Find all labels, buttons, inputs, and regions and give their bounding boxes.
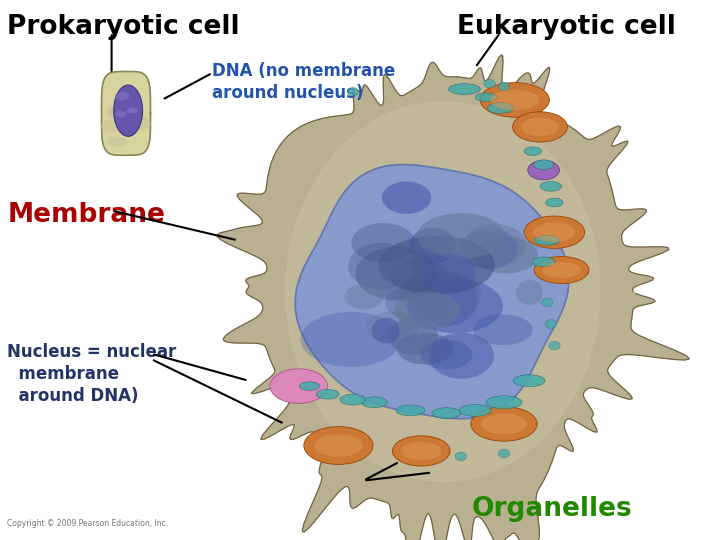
- Ellipse shape: [126, 109, 135, 113]
- Ellipse shape: [400, 271, 482, 318]
- Circle shape: [498, 82, 510, 91]
- Ellipse shape: [534, 256, 589, 284]
- Ellipse shape: [107, 106, 130, 118]
- Ellipse shape: [100, 119, 126, 132]
- Ellipse shape: [420, 340, 472, 369]
- Ellipse shape: [351, 223, 415, 262]
- Ellipse shape: [475, 93, 497, 102]
- Ellipse shape: [117, 97, 130, 104]
- Ellipse shape: [314, 434, 363, 457]
- Ellipse shape: [490, 90, 539, 110]
- Ellipse shape: [107, 106, 134, 119]
- Ellipse shape: [540, 181, 562, 191]
- Polygon shape: [102, 72, 150, 155]
- Ellipse shape: [474, 237, 538, 274]
- Ellipse shape: [385, 284, 451, 321]
- Ellipse shape: [361, 397, 387, 408]
- Ellipse shape: [114, 92, 130, 100]
- Ellipse shape: [397, 333, 454, 365]
- Ellipse shape: [396, 405, 425, 416]
- Ellipse shape: [432, 408, 461, 418]
- Ellipse shape: [316, 389, 339, 399]
- Ellipse shape: [114, 111, 126, 117]
- Ellipse shape: [378, 236, 495, 294]
- Circle shape: [347, 87, 359, 96]
- Ellipse shape: [524, 216, 585, 248]
- Ellipse shape: [423, 254, 476, 293]
- Ellipse shape: [114, 85, 143, 136]
- Ellipse shape: [429, 333, 494, 379]
- Circle shape: [455, 452, 467, 461]
- Ellipse shape: [344, 284, 384, 309]
- Ellipse shape: [300, 382, 320, 390]
- Ellipse shape: [395, 292, 460, 329]
- Circle shape: [545, 320, 557, 328]
- Ellipse shape: [516, 280, 543, 305]
- Ellipse shape: [473, 314, 533, 345]
- Ellipse shape: [382, 181, 431, 214]
- Polygon shape: [217, 55, 689, 540]
- Ellipse shape: [460, 228, 518, 269]
- Text: Prokaryotic cell: Prokaryotic cell: [7, 14, 240, 39]
- Ellipse shape: [513, 375, 545, 387]
- Ellipse shape: [445, 237, 479, 264]
- Circle shape: [498, 449, 510, 458]
- Ellipse shape: [128, 107, 138, 113]
- Ellipse shape: [417, 213, 505, 259]
- Ellipse shape: [534, 160, 554, 170]
- Ellipse shape: [480, 83, 549, 117]
- Ellipse shape: [486, 396, 522, 409]
- Text: Copyright © 2009 Pearson Education, Inc.: Copyright © 2009 Pearson Education, Inc.: [7, 519, 168, 528]
- Ellipse shape: [459, 404, 491, 416]
- Ellipse shape: [124, 117, 151, 130]
- Text: Nucleus = nuclear
  membrane
  around DNA): Nucleus = nuclear membrane around DNA): [7, 343, 176, 406]
- Ellipse shape: [408, 279, 503, 333]
- Ellipse shape: [513, 112, 567, 142]
- Text: Membrane: Membrane: [7, 202, 165, 228]
- Ellipse shape: [521, 118, 559, 136]
- Circle shape: [541, 298, 553, 307]
- Circle shape: [549, 341, 560, 350]
- Ellipse shape: [348, 243, 413, 290]
- Ellipse shape: [388, 318, 438, 355]
- Ellipse shape: [528, 160, 559, 180]
- Ellipse shape: [270, 369, 328, 403]
- Ellipse shape: [542, 262, 581, 278]
- Ellipse shape: [366, 312, 419, 343]
- Ellipse shape: [356, 247, 437, 300]
- Text: Organelles: Organelles: [472, 496, 632, 522]
- Circle shape: [484, 79, 495, 88]
- Ellipse shape: [463, 224, 526, 266]
- Ellipse shape: [524, 147, 541, 156]
- Text: DNA (no membrane
around nucleus): DNA (no membrane around nucleus): [212, 62, 396, 102]
- Ellipse shape: [372, 318, 400, 343]
- Ellipse shape: [487, 103, 513, 113]
- Ellipse shape: [300, 312, 401, 367]
- Ellipse shape: [532, 257, 555, 267]
- Ellipse shape: [401, 442, 441, 460]
- Ellipse shape: [340, 394, 366, 405]
- Ellipse shape: [471, 407, 537, 441]
- Ellipse shape: [449, 84, 480, 94]
- Ellipse shape: [546, 198, 563, 207]
- Text: Eukaryotic cell: Eukaryotic cell: [457, 14, 676, 39]
- Ellipse shape: [416, 272, 478, 326]
- Ellipse shape: [392, 436, 450, 466]
- Ellipse shape: [409, 228, 456, 264]
- Polygon shape: [286, 102, 600, 481]
- Ellipse shape: [481, 414, 527, 434]
- Ellipse shape: [534, 235, 560, 245]
- Polygon shape: [295, 165, 569, 418]
- Ellipse shape: [107, 137, 127, 147]
- Ellipse shape: [304, 427, 373, 464]
- Ellipse shape: [534, 222, 575, 242]
- Ellipse shape: [388, 258, 447, 291]
